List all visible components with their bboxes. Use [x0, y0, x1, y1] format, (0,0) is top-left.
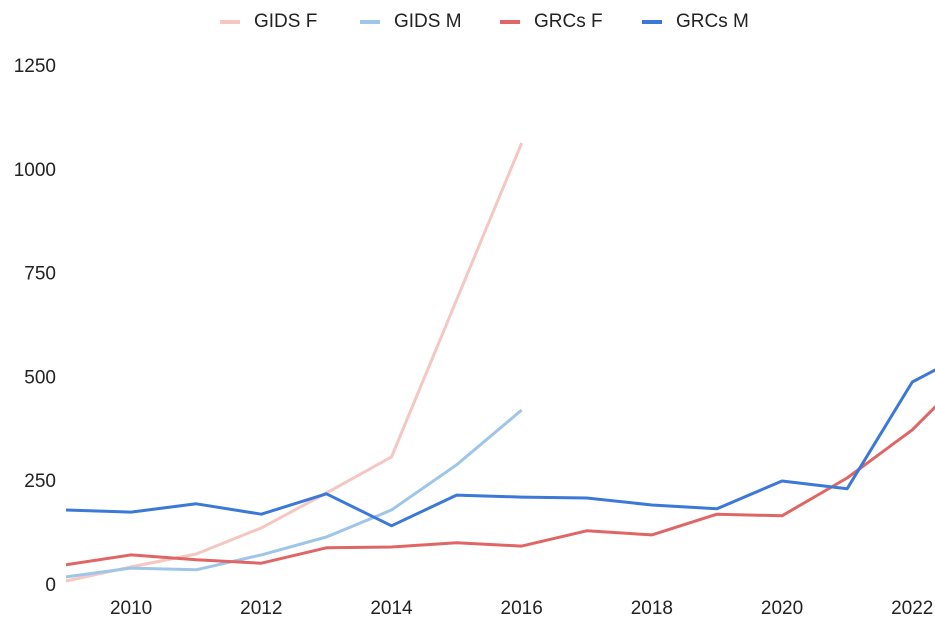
series-line — [66, 368, 935, 528]
x-tick-label: 2022 — [891, 598, 933, 618]
y-tick-label: 0 — [45, 575, 56, 596]
y-tick-label: 500 — [24, 367, 56, 388]
legend-label: GRCs F — [534, 11, 603, 32]
legend-item: GRCs M — [642, 11, 749, 32]
x-tick-label: 2020 — [761, 598, 803, 618]
legend-item: GRCs F — [500, 11, 603, 32]
legend-item: GIDS F — [220, 11, 317, 32]
y-tick-label: 250 — [24, 471, 56, 492]
x-tick-label: 2018 — [631, 598, 673, 618]
y-tick-label: 1250 — [14, 56, 56, 77]
series-line — [66, 142, 524, 583]
x-tick-label: 2014 — [370, 598, 413, 618]
legend-label: GRCs M — [676, 11, 749, 32]
legend-item: GIDS M — [360, 11, 462, 32]
y-tick-label: 1000 — [14, 160, 56, 181]
series-line — [66, 408, 523, 579]
y-tick-label: 750 — [24, 264, 56, 285]
x-tick-label: 2016 — [501, 598, 543, 618]
legend-label: GIDS M — [394, 11, 462, 32]
x-tick-label: 2010 — [110, 598, 152, 618]
legend-label: GIDS F — [254, 11, 317, 32]
x-tick-label: 2012 — [240, 598, 282, 618]
plot-area — [66, 142, 935, 583]
series-line — [66, 404, 935, 567]
